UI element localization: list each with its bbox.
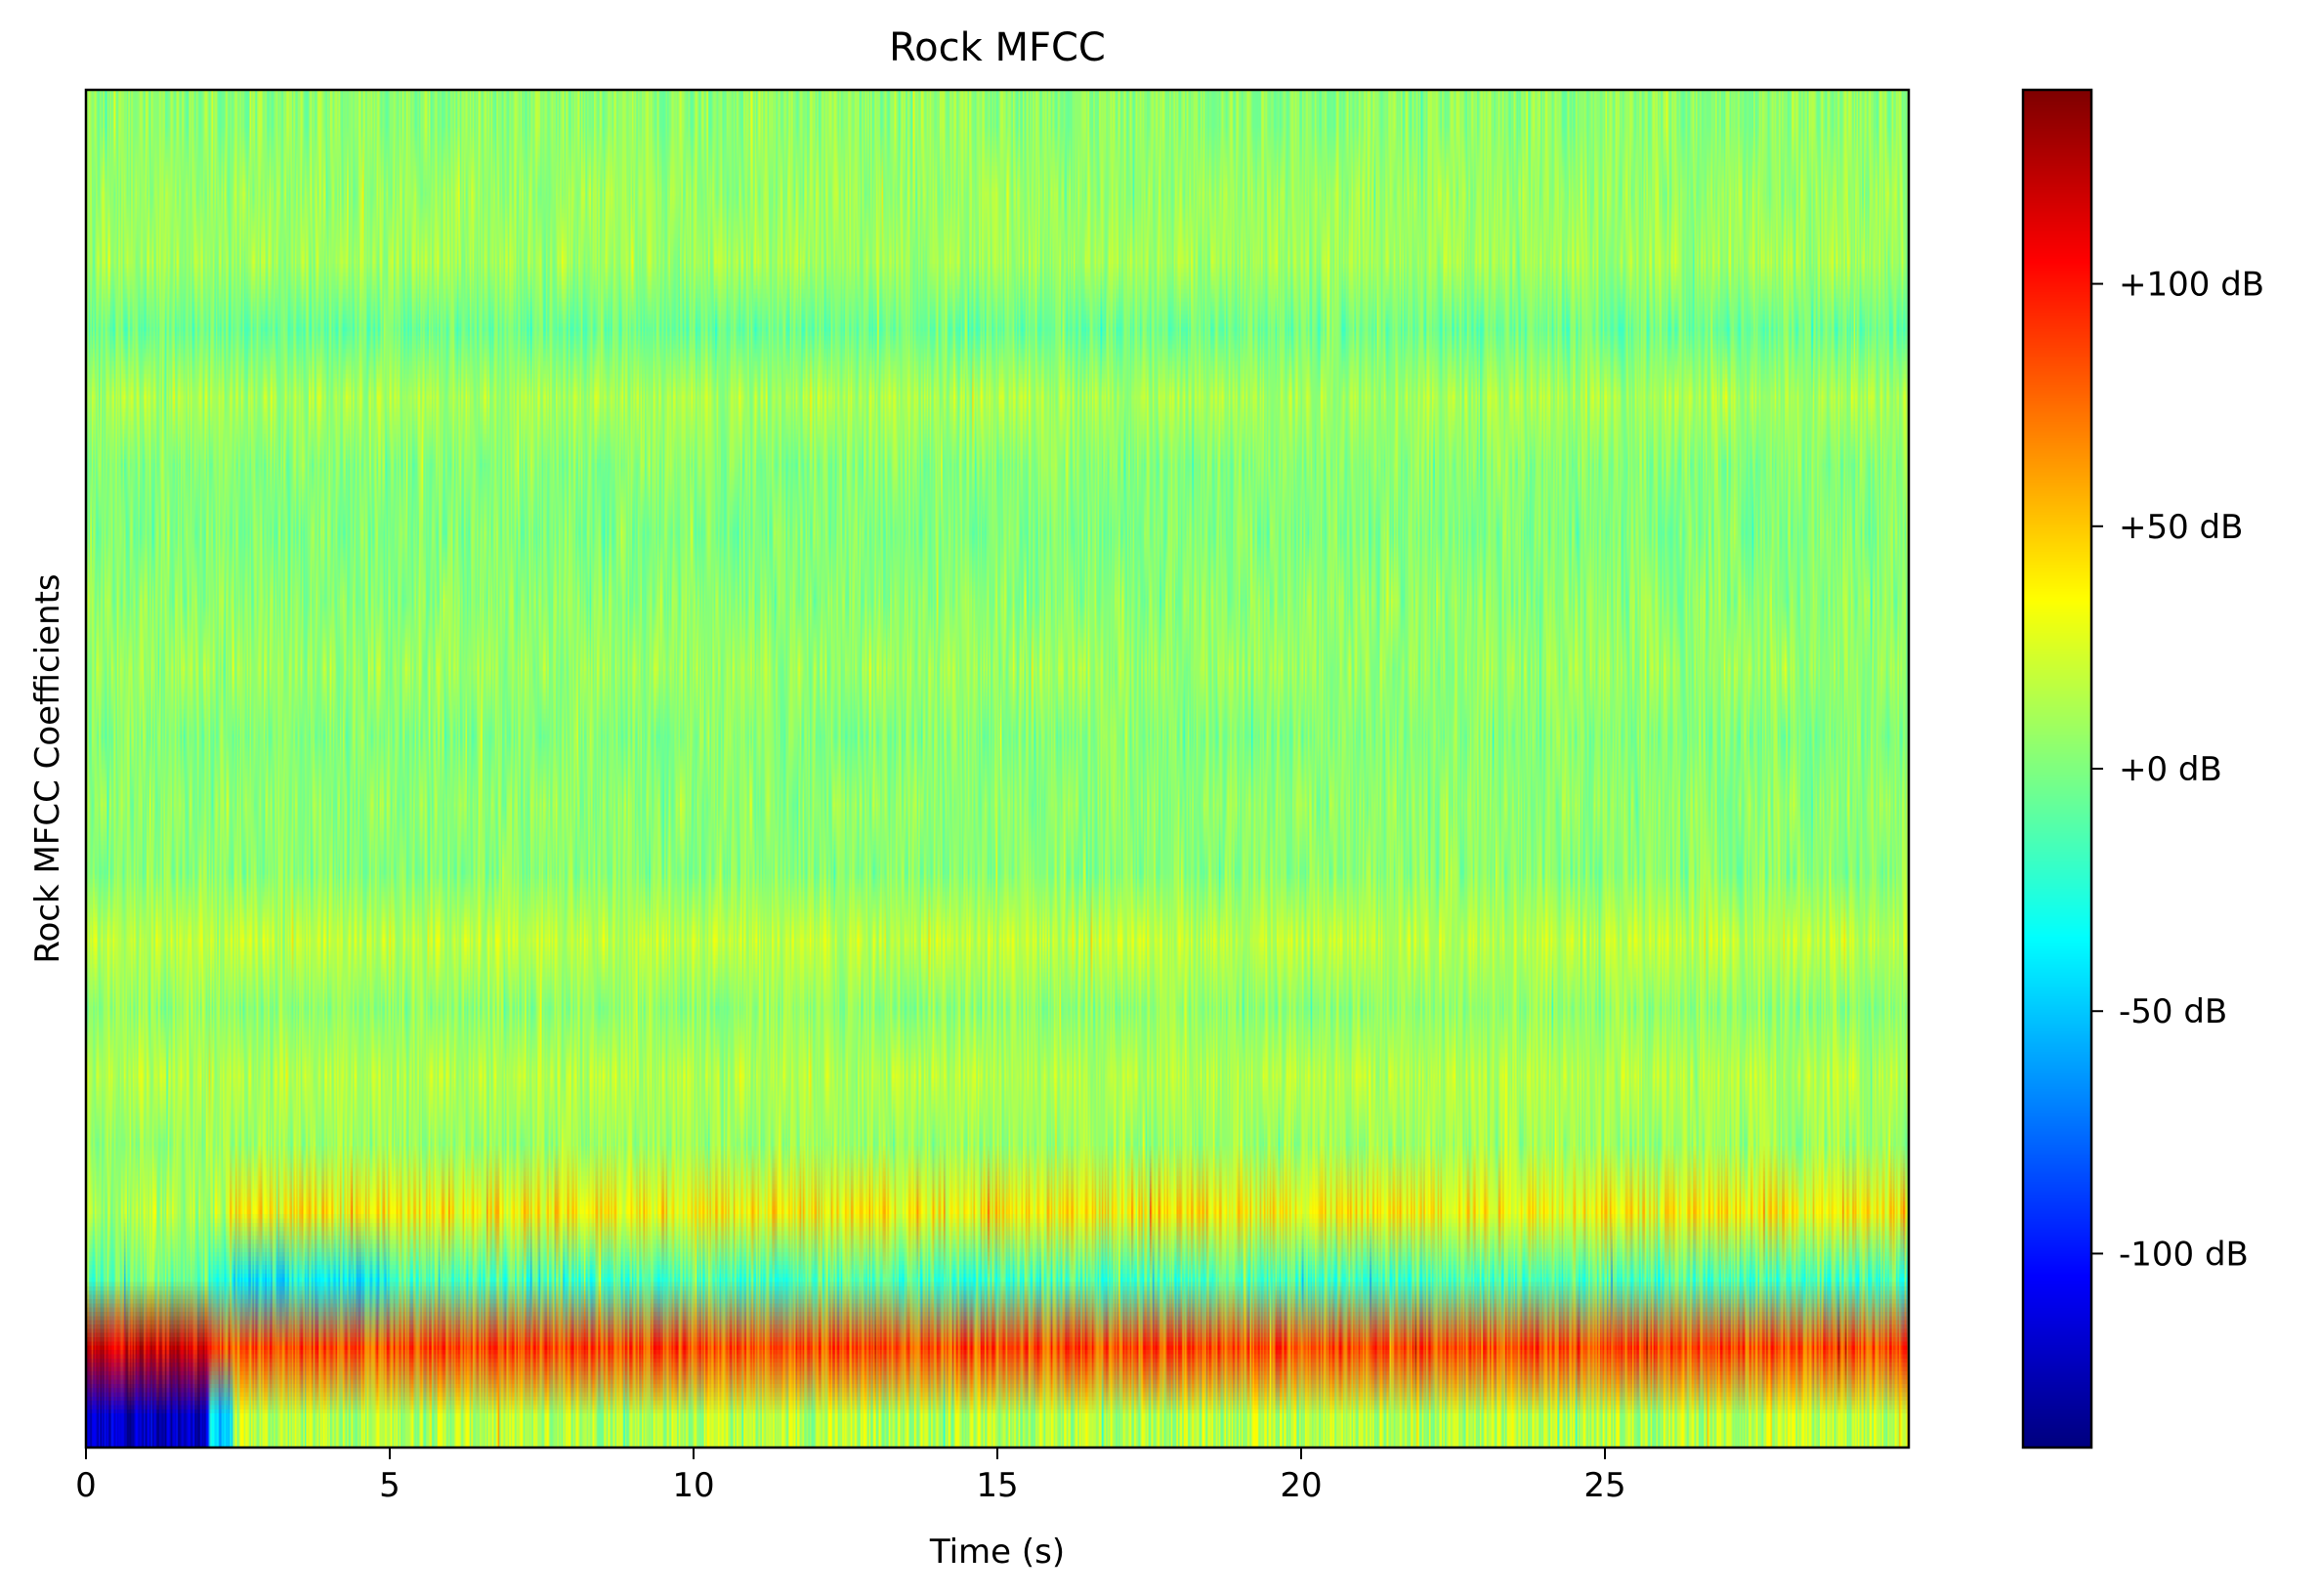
chart-title: Rock MFCC xyxy=(889,25,1106,70)
colorbar-gradient xyxy=(2023,90,2091,1448)
x-tick-label: 20 xyxy=(1280,1466,1322,1505)
colorbar-ticks: +100 dB +50 dB +0 dB -50 dB -100 dB xyxy=(2091,266,2264,1274)
colorbar-tick-label: +0 dB xyxy=(2119,750,2222,789)
colorbar-tick-label: +100 dB xyxy=(2119,266,2264,305)
x-tick-label: 25 xyxy=(1583,1466,1625,1505)
mfcc-heatmap xyxy=(86,90,1909,1448)
colorbar-tick-label: -50 dB xyxy=(2119,992,2227,1031)
heatmap-frame xyxy=(84,88,1911,1449)
x-tick-label: 10 xyxy=(672,1466,714,1505)
y-axis-label: Rock MFCC Coefficients xyxy=(28,573,67,963)
x-tick-label: 0 xyxy=(75,1466,97,1505)
colorbar-tick-label: +50 dB xyxy=(2119,508,2243,547)
x-axis-label: Time (s) xyxy=(929,1533,1065,1572)
colorbar-tick-label: -100 dB xyxy=(2119,1235,2249,1274)
x-tick-label: 5 xyxy=(379,1466,401,1505)
colorbar-frame xyxy=(2021,88,2093,1449)
x-tick-label: 15 xyxy=(976,1466,1018,1505)
x-axis-ticks: 0 5 10 15 20 25 xyxy=(75,1448,1626,1505)
